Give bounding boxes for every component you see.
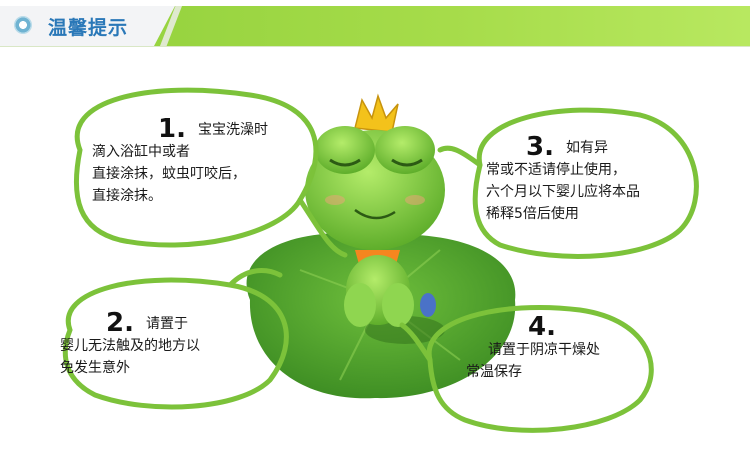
banner-underline [0, 46, 750, 47]
tip-1: 1. 宝宝洗澡时 滴入浴缸中或者 直接涂抹，蚊虫叮咬后， 直接涂抹。 [92, 116, 268, 207]
crown-icon [354, 93, 399, 133]
tip-3-line-1: 如有异 [565, 140, 608, 156]
tip-1-line-1: 宝宝洗澡时 [197, 122, 268, 138]
target-circle-icon [14, 16, 32, 34]
tip-4-line-2: 常温保存 [466, 364, 522, 380]
tip-3-number: 3. [526, 132, 554, 162]
tip-4: 4. 请置于阴凉干燥处 常温保存 [466, 314, 600, 383]
tip-3: 3. 如有异 常或不适请停止使用， 六个月以下婴儿应将本品 稀释5倍后使用 [486, 134, 640, 225]
header-banner: 温馨提示 [0, 0, 750, 48]
tip-4-number: 4. [528, 312, 556, 342]
tip-2-line-1: 请置于 [145, 316, 188, 332]
frog-mascot [305, 93, 445, 327]
tip-3-line-3: 六个月以下婴儿应将本品 [486, 184, 640, 200]
tip-1-number: 1. [158, 114, 186, 144]
tip-2-line-2: 婴儿无法触及的地方以 [60, 338, 200, 354]
tip-1-line-4: 直接涂抹。 [92, 188, 162, 204]
tip-2-line-3: 免发生意外 [60, 360, 130, 376]
tip-4-line-1: 请置于阴凉干燥处 [488, 342, 600, 358]
tip-1-line-3: 直接涂抹，蚊虫叮咬后， [92, 166, 246, 182]
tip-2: 2. 请置于 婴儿无法触及的地方以 免发生意外 [60, 310, 200, 379]
tip-1-line-2: 滴入浴缸中或者 [92, 144, 190, 160]
tip-3-line-4: 稀释5倍后使用 [486, 206, 579, 222]
tip-3-line-2: 常或不适请停止使用， [486, 162, 626, 178]
tip-2-number: 2. [106, 308, 134, 338]
speech-bubbles [62, 87, 699, 433]
page-title: 温馨提示 [48, 17, 129, 39]
